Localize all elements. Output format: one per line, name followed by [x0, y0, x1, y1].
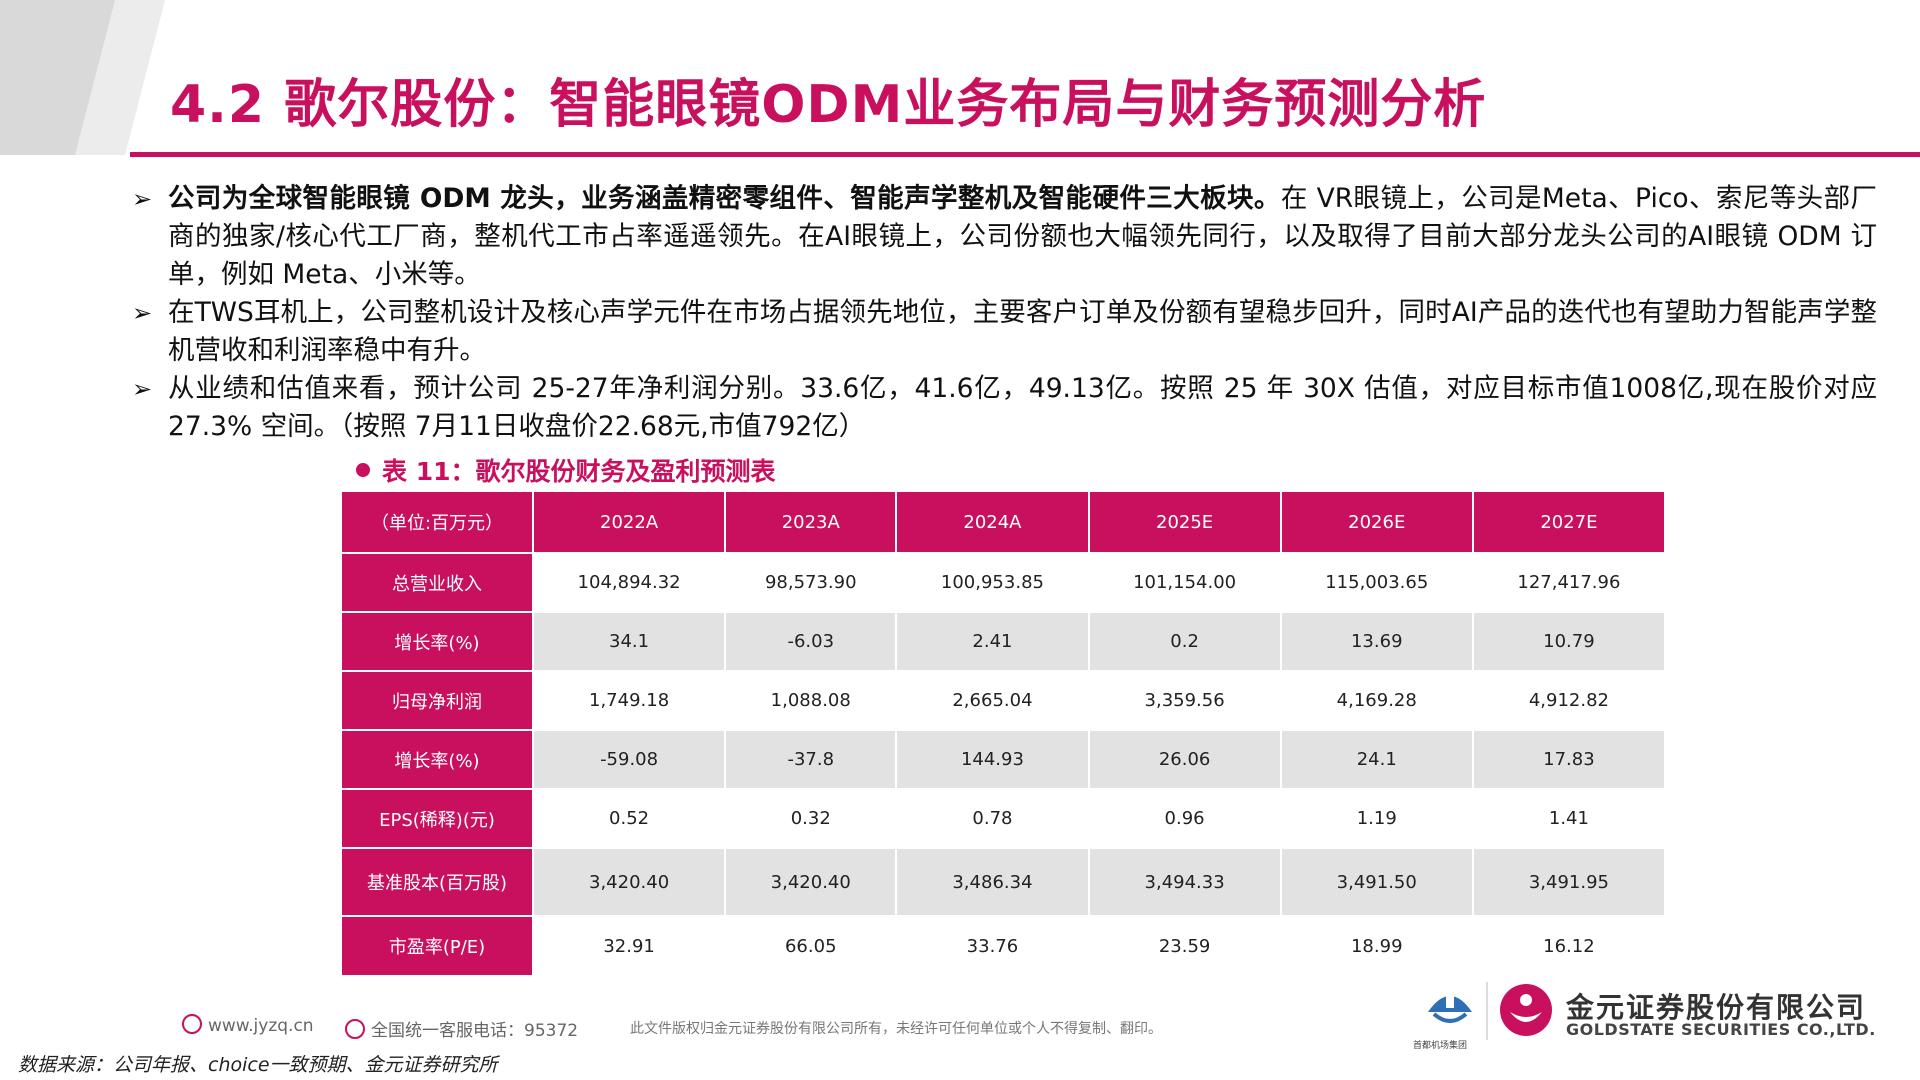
table-cell: 115,003.65	[1279, 552, 1474, 613]
table-cell: 34.1	[531, 611, 727, 672]
table-cell: 33.76	[895, 915, 1090, 977]
table-cell: 0.78	[895, 788, 1090, 849]
column-header: 2024A	[895, 490, 1090, 554]
table-cell: 101,154.00	[1087, 552, 1282, 613]
footer-hotline-text: 全国统一客服电话：95372	[371, 1021, 579, 1041]
arrow-bullet-icon: ➢	[132, 375, 153, 403]
footer-hotline: 全国统一客服电话：95372	[345, 1016, 578, 1041]
table-cell: 104,894.32	[531, 552, 727, 613]
arrow-bullet-icon: ➢	[132, 185, 153, 213]
table-caption-text: 表 11：歌尔股份财务及盈利预测表	[382, 457, 776, 486]
column-header: 2026E	[1279, 490, 1474, 554]
company-name-en: GOLDSTATE SECURITIES CO.,LTD.	[1566, 1020, 1876, 1039]
table-cell: 24.1	[1279, 729, 1474, 790]
table-cell: 3,494.33	[1087, 847, 1282, 917]
bullet-text: 在TWS耳机上，公司整机设计及核心声学元件在市场占据领先地位，主要客户订单及份额…	[168, 297, 1877, 366]
table-cell: 1,088.08	[724, 670, 898, 731]
table-row: 归母净利润 1,749.18 1,088.08 2,665.04 3,359.5…	[340, 670, 1667, 731]
table-cell: 2,665.04	[895, 670, 1090, 731]
financial-forecast-table: （单位:百万元） 2022A 2023A 2024A 2025E 2026E 2…	[340, 490, 1667, 977]
table-cell: 144.93	[895, 729, 1090, 790]
table-cell: -59.08	[531, 729, 727, 790]
table-row: 市盈率(P/E) 32.91 66.05 33.76 23.59 18.99 1…	[340, 915, 1667, 977]
logo-divider	[1486, 982, 1488, 1040]
table-cell: 16.12	[1471, 915, 1667, 977]
table-cell: 1,749.18	[531, 670, 727, 731]
table-cell: 66.05	[724, 915, 898, 977]
table-cell: 2.41	[895, 611, 1090, 672]
table-header-row: （单位:百万元） 2022A 2023A 2024A 2025E 2026E 2…	[340, 490, 1667, 554]
table-cell: 0.32	[724, 788, 898, 849]
column-header: 2022A	[531, 490, 727, 554]
globe-icon	[182, 1014, 202, 1034]
bullet-text: 从业绩和估值来看，预计公司 25-27年净利润分别。33.6亿，41.6亿，49…	[168, 373, 1877, 442]
title-divider	[130, 152, 1920, 157]
partner-caption: 首都机场集团	[1413, 1041, 1468, 1051]
bullet-item: ➢ 在TWS耳机上，公司整机设计及核心声学元件在市场占据领先地位，主要客户订单及…	[132, 294, 1877, 370]
row-label: 总营业收入	[340, 552, 534, 613]
page-title: 4.2 歌尔股份：智能眼镜ODM业务布局与财务预测分析	[170, 75, 1487, 135]
table-cell: 1.41	[1471, 788, 1667, 849]
column-header: 2023A	[724, 490, 898, 554]
table-row: 增长率(%) -59.08 -37.8 144.93 26.06 24.1 17…	[340, 729, 1667, 790]
table-cell: 0.2	[1087, 611, 1282, 672]
phone-icon	[345, 1019, 365, 1039]
row-label: 增长率(%)	[340, 729, 534, 790]
bullet-item: ➢ 从业绩和估值来看，预计公司 25-27年净利润分别。33.6亿，41.6亿，…	[132, 370, 1877, 446]
column-header: 2025E	[1087, 490, 1282, 554]
arrow-bullet-icon: ➢	[132, 299, 153, 327]
table-row: 基准股本(百万股) 3,420.40 3,420.40 3,486.34 3,4…	[340, 847, 1667, 917]
table-cell: 23.59	[1087, 915, 1282, 977]
bullet-dot-icon	[356, 463, 370, 477]
table-cell: 4,912.82	[1471, 670, 1667, 731]
table-cell: 3,420.40	[724, 847, 898, 917]
header-decoration	[0, 0, 165, 155]
table-cell: 10.79	[1471, 611, 1667, 672]
table-cell: 3,359.56	[1087, 670, 1282, 731]
table-cell: 98,573.90	[724, 552, 898, 613]
table-row: 增长率(%) 34.1 -6.03 2.41 0.2 13.69 10.79	[340, 611, 1667, 672]
table-cell: 3,486.34	[895, 847, 1090, 917]
table-cell: 3,420.40	[531, 847, 727, 917]
table-cell: 26.06	[1087, 729, 1282, 790]
row-label: 市盈率(P/E)	[340, 915, 534, 977]
bullet-list: ➢ 公司为全球智能眼镜 ODM 龙头，业务涵盖精密零组件、智能声学整机及智能硬件…	[132, 180, 1877, 446]
data-source-note: 数据来源：公司年报、choice一致预期、金元证券研究所	[18, 1054, 498, 1076]
goldstate-logo	[1500, 984, 1552, 1036]
footer-copyright-notice: 此文件版权归金元证券股份有限公司所有，未经许可任何单位或个人不得复制、翻印。	[630, 1021, 1162, 1037]
column-header: （单位:百万元）	[340, 490, 534, 554]
footer-website: www.jyzq.cn	[182, 1014, 314, 1036]
table-cell: 3,491.95	[1471, 847, 1667, 917]
table-cell: 18.99	[1279, 915, 1474, 977]
row-label: 归母净利润	[340, 670, 534, 731]
table-cell: 32.91	[531, 915, 727, 977]
bullet-item: ➢ 公司为全球智能眼镜 ODM 龙头，业务涵盖精密零组件、智能声学整机及智能硬件…	[132, 180, 1877, 294]
footer-website-text: www.jyzq.cn	[208, 1016, 314, 1036]
table-cell: 17.83	[1471, 729, 1667, 790]
table-cell: 13.69	[1279, 611, 1474, 672]
capital-airport-group-logo	[1428, 992, 1472, 1023]
table-cell: 3,491.50	[1279, 847, 1474, 917]
table-cell: 100,953.85	[895, 552, 1090, 613]
table-cell: 4,169.28	[1279, 670, 1474, 731]
row-label: 增长率(%)	[340, 611, 534, 672]
table-cell: 0.96	[1087, 788, 1282, 849]
bullet-text: 在 VR眼镜上，公司是Meta、Pico、索尼等头部厂商的独家/核心代工厂商，整…	[168, 183, 1877, 290]
table-cell: 0.52	[531, 788, 727, 849]
row-label: 基准股本(百万股)	[340, 847, 534, 917]
table-row: 总营业收入 104,894.32 98,573.90 100,953.85 10…	[340, 552, 1667, 613]
table-cell: 127,417.96	[1471, 552, 1667, 613]
footer-bar: www.jyzq.cn 全国统一客服电话：95372 此文件版权归金元证券股份有…	[170, 1002, 1420, 1046]
company-name-cn: 金元证券股份有限公司	[1566, 991, 1867, 1024]
table-cell: 1.19	[1279, 788, 1474, 849]
table-cell: -37.8	[724, 729, 898, 790]
column-header: 2027E	[1471, 490, 1667, 554]
bullet-bold-text: 公司为全球智能眼镜 ODM 龙头，业务涵盖精密零组件、智能声学整机及智能硬件三大…	[168, 183, 1281, 214]
row-label: EPS(稀释)(元)	[340, 788, 534, 849]
table-row: EPS(稀释)(元) 0.52 0.32 0.78 0.96 1.19 1.41	[340, 788, 1667, 849]
table-cell: -6.03	[724, 611, 898, 672]
table-caption: 表 11：歌尔股份财务及盈利预测表	[356, 452, 776, 488]
